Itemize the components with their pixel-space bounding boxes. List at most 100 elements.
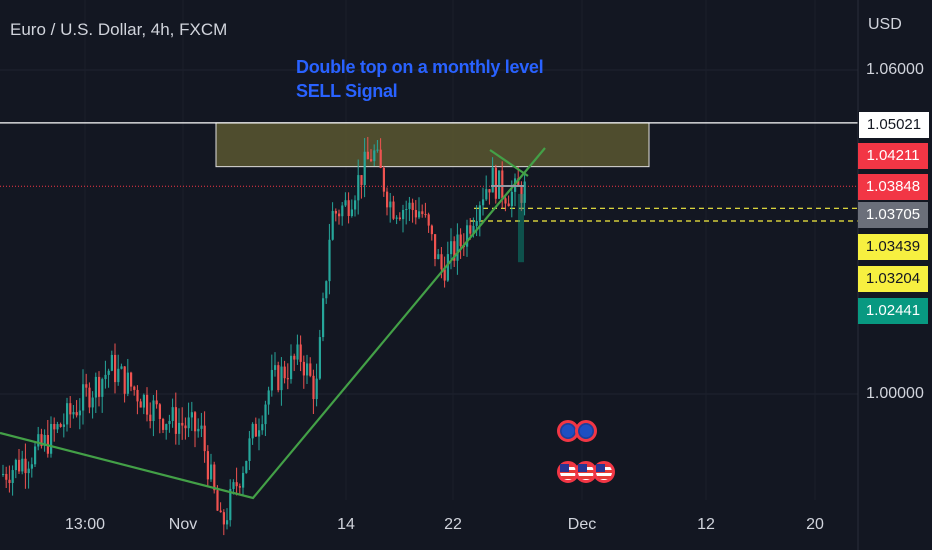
symbol-title[interactable]: Euro / U.S. Dollar, 4h, FXCM bbox=[10, 20, 228, 39]
candle-body bbox=[229, 488, 232, 521]
candle-body bbox=[117, 368, 120, 383]
candle-body bbox=[18, 459, 21, 472]
drawings[interactable] bbox=[0, 147, 546, 500]
x-axis-label-6: 12 bbox=[697, 516, 715, 533]
candle-body bbox=[261, 424, 264, 431]
annotation-line-1[interactable]: Double top on a monthly level bbox=[296, 57, 544, 77]
resistance-zone[interactable] bbox=[215, 122, 650, 168]
annotation-line-2[interactable]: SELL Signal bbox=[296, 81, 398, 101]
candle-body bbox=[152, 400, 155, 422]
candle-body bbox=[488, 189, 491, 193]
candle-body bbox=[126, 372, 129, 394]
candle-body bbox=[27, 468, 30, 474]
grid bbox=[0, 69, 858, 395]
candle-body bbox=[344, 200, 347, 206]
candle-body bbox=[370, 159, 373, 162]
candle-body bbox=[501, 170, 504, 199]
candle-body bbox=[245, 461, 248, 473]
eu-flag-icon[interactable] bbox=[575, 420, 597, 442]
candle-body bbox=[251, 423, 254, 439]
candle-body bbox=[155, 400, 158, 405]
candle-body bbox=[312, 375, 315, 400]
candle-body bbox=[222, 512, 225, 525]
candle-body bbox=[203, 425, 206, 452]
trendline bbox=[0, 147, 546, 500]
candle-body bbox=[242, 472, 245, 488]
candle-body bbox=[469, 225, 472, 234]
candle-body bbox=[14, 459, 17, 471]
x-axis-label-1: 13:00 bbox=[64, 516, 106, 533]
us-flag-icon[interactable] bbox=[593, 461, 615, 483]
candle-body bbox=[130, 372, 133, 387]
candle-body bbox=[382, 167, 385, 192]
candle-body bbox=[43, 434, 46, 447]
price-badge-1: 1.05021 bbox=[858, 111, 930, 139]
candle-body bbox=[485, 189, 488, 200]
candle-body bbox=[50, 423, 53, 454]
candle-body bbox=[162, 418, 165, 430]
candle-body bbox=[258, 430, 261, 437]
candle-body bbox=[69, 403, 72, 415]
candle-body bbox=[507, 203, 510, 207]
price-badge-4: 1.03705 bbox=[858, 202, 928, 228]
candle-body bbox=[88, 387, 91, 408]
candle-body bbox=[414, 210, 417, 218]
price-badge-3: 1.03848 bbox=[858, 174, 928, 200]
x-axis-label-4: 22 bbox=[444, 516, 462, 533]
candle-body bbox=[427, 214, 430, 226]
candle-body bbox=[395, 217, 398, 219]
candle-body bbox=[478, 205, 481, 221]
triangle-line bbox=[489, 149, 529, 177]
candle-body bbox=[8, 479, 11, 483]
candle-body bbox=[190, 412, 193, 418]
candle-body bbox=[11, 470, 14, 483]
candle-body bbox=[520, 186, 523, 203]
candle-body bbox=[376, 149, 379, 151]
candle-body bbox=[424, 214, 427, 216]
candle-body bbox=[37, 434, 40, 447]
candle-body bbox=[24, 458, 27, 474]
candle-body bbox=[40, 434, 43, 447]
candle-body bbox=[235, 482, 238, 487]
candle-body bbox=[379, 149, 382, 168]
candle-body bbox=[248, 438, 251, 462]
candle-body bbox=[75, 412, 78, 416]
candle-body bbox=[34, 446, 37, 465]
x-axis-label-3: 14 bbox=[337, 516, 355, 533]
candle-body bbox=[357, 175, 360, 201]
candle-body bbox=[309, 363, 312, 376]
price-badge-7: 1.02441 bbox=[858, 298, 928, 324]
candle-body bbox=[498, 170, 501, 199]
candle-body bbox=[398, 217, 401, 220]
candle-body bbox=[91, 397, 94, 408]
candle-body bbox=[136, 389, 139, 402]
candle-body bbox=[322, 298, 325, 338]
price-badge-2: 1.04211 bbox=[858, 143, 928, 169]
candle-body bbox=[206, 451, 209, 480]
candle-body bbox=[66, 403, 69, 425]
candle-body bbox=[30, 464, 33, 469]
candle-body bbox=[120, 366, 123, 369]
y-axis-label-bottom: 1.00000 bbox=[866, 385, 924, 402]
candle-body bbox=[389, 201, 392, 208]
candle-body bbox=[482, 199, 485, 206]
candle-body bbox=[453, 241, 456, 261]
candle-body bbox=[114, 354, 117, 383]
candle-body bbox=[290, 355, 293, 380]
candle-body bbox=[5, 473, 8, 480]
candle-body bbox=[267, 390, 270, 405]
candle-body bbox=[283, 366, 286, 379]
candle-body bbox=[354, 200, 357, 210]
candle-body bbox=[408, 202, 411, 210]
candle-body bbox=[101, 379, 104, 397]
candle-body bbox=[62, 424, 65, 427]
candle-body bbox=[459, 234, 462, 247]
x-axis-label-2: Nov bbox=[168, 516, 198, 533]
candle-body bbox=[443, 269, 446, 281]
candle-body bbox=[232, 482, 235, 489]
candle-body bbox=[270, 369, 273, 391]
candle-body bbox=[293, 355, 296, 360]
candle-body bbox=[238, 486, 241, 488]
